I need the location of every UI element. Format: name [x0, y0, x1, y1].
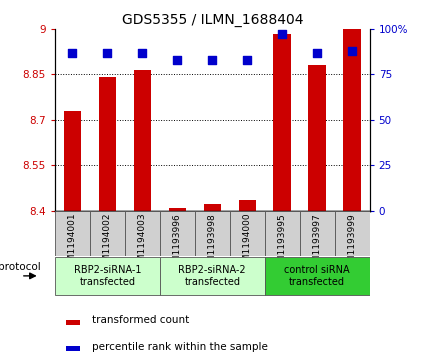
Text: GSM1194001: GSM1194001: [68, 213, 77, 273]
Bar: [64, 111, 81, 211]
Bar: [169, 208, 186, 211]
Text: GSM1193998: GSM1193998: [208, 213, 217, 274]
Text: GSM1193997: GSM1193997: [313, 213, 322, 274]
FancyBboxPatch shape: [55, 211, 90, 256]
Text: percentile rank within the sample: percentile rank within the sample: [92, 342, 268, 352]
Bar: [274, 34, 291, 211]
Text: transformed count: transformed count: [92, 315, 189, 326]
Text: GSM1194003: GSM1194003: [138, 213, 147, 273]
Bar: [134, 70, 151, 211]
Point: [244, 57, 251, 63]
FancyBboxPatch shape: [230, 211, 265, 256]
Point: [104, 50, 111, 56]
Bar: [308, 65, 326, 211]
Text: GSM1194000: GSM1194000: [243, 213, 252, 273]
Text: GSM1193995: GSM1193995: [278, 213, 287, 274]
FancyBboxPatch shape: [160, 257, 265, 295]
Point: [209, 57, 216, 63]
Text: GSM1193996: GSM1193996: [173, 213, 182, 274]
Text: GSM1194002: GSM1194002: [103, 213, 112, 273]
Bar: [99, 77, 116, 211]
Text: control siRNA
transfected: control siRNA transfected: [284, 265, 350, 287]
Point: [69, 50, 76, 56]
Bar: [66, 346, 80, 351]
Bar: [66, 320, 80, 325]
FancyBboxPatch shape: [90, 211, 125, 256]
FancyBboxPatch shape: [265, 257, 370, 295]
Point: [174, 57, 181, 63]
FancyBboxPatch shape: [55, 257, 160, 295]
Point: [314, 50, 321, 56]
Title: GDS5355 / ILMN_1688404: GDS5355 / ILMN_1688404: [121, 13, 303, 26]
Text: GSM1193999: GSM1193999: [348, 213, 357, 274]
FancyBboxPatch shape: [160, 211, 195, 256]
FancyBboxPatch shape: [335, 211, 370, 256]
Text: RBP2-siRNA-1
transfected: RBP2-siRNA-1 transfected: [73, 265, 141, 287]
Text: RBP2-siRNA-2
transfected: RBP2-siRNA-2 transfected: [179, 265, 246, 287]
FancyBboxPatch shape: [195, 211, 230, 256]
FancyBboxPatch shape: [300, 211, 335, 256]
Point: [279, 32, 286, 37]
Bar: [343, 29, 361, 211]
Bar: [204, 204, 221, 211]
Point: [139, 50, 146, 56]
Text: protocol: protocol: [0, 262, 40, 272]
FancyBboxPatch shape: [125, 211, 160, 256]
Point: [348, 48, 356, 54]
FancyBboxPatch shape: [265, 211, 300, 256]
Bar: [238, 200, 256, 211]
